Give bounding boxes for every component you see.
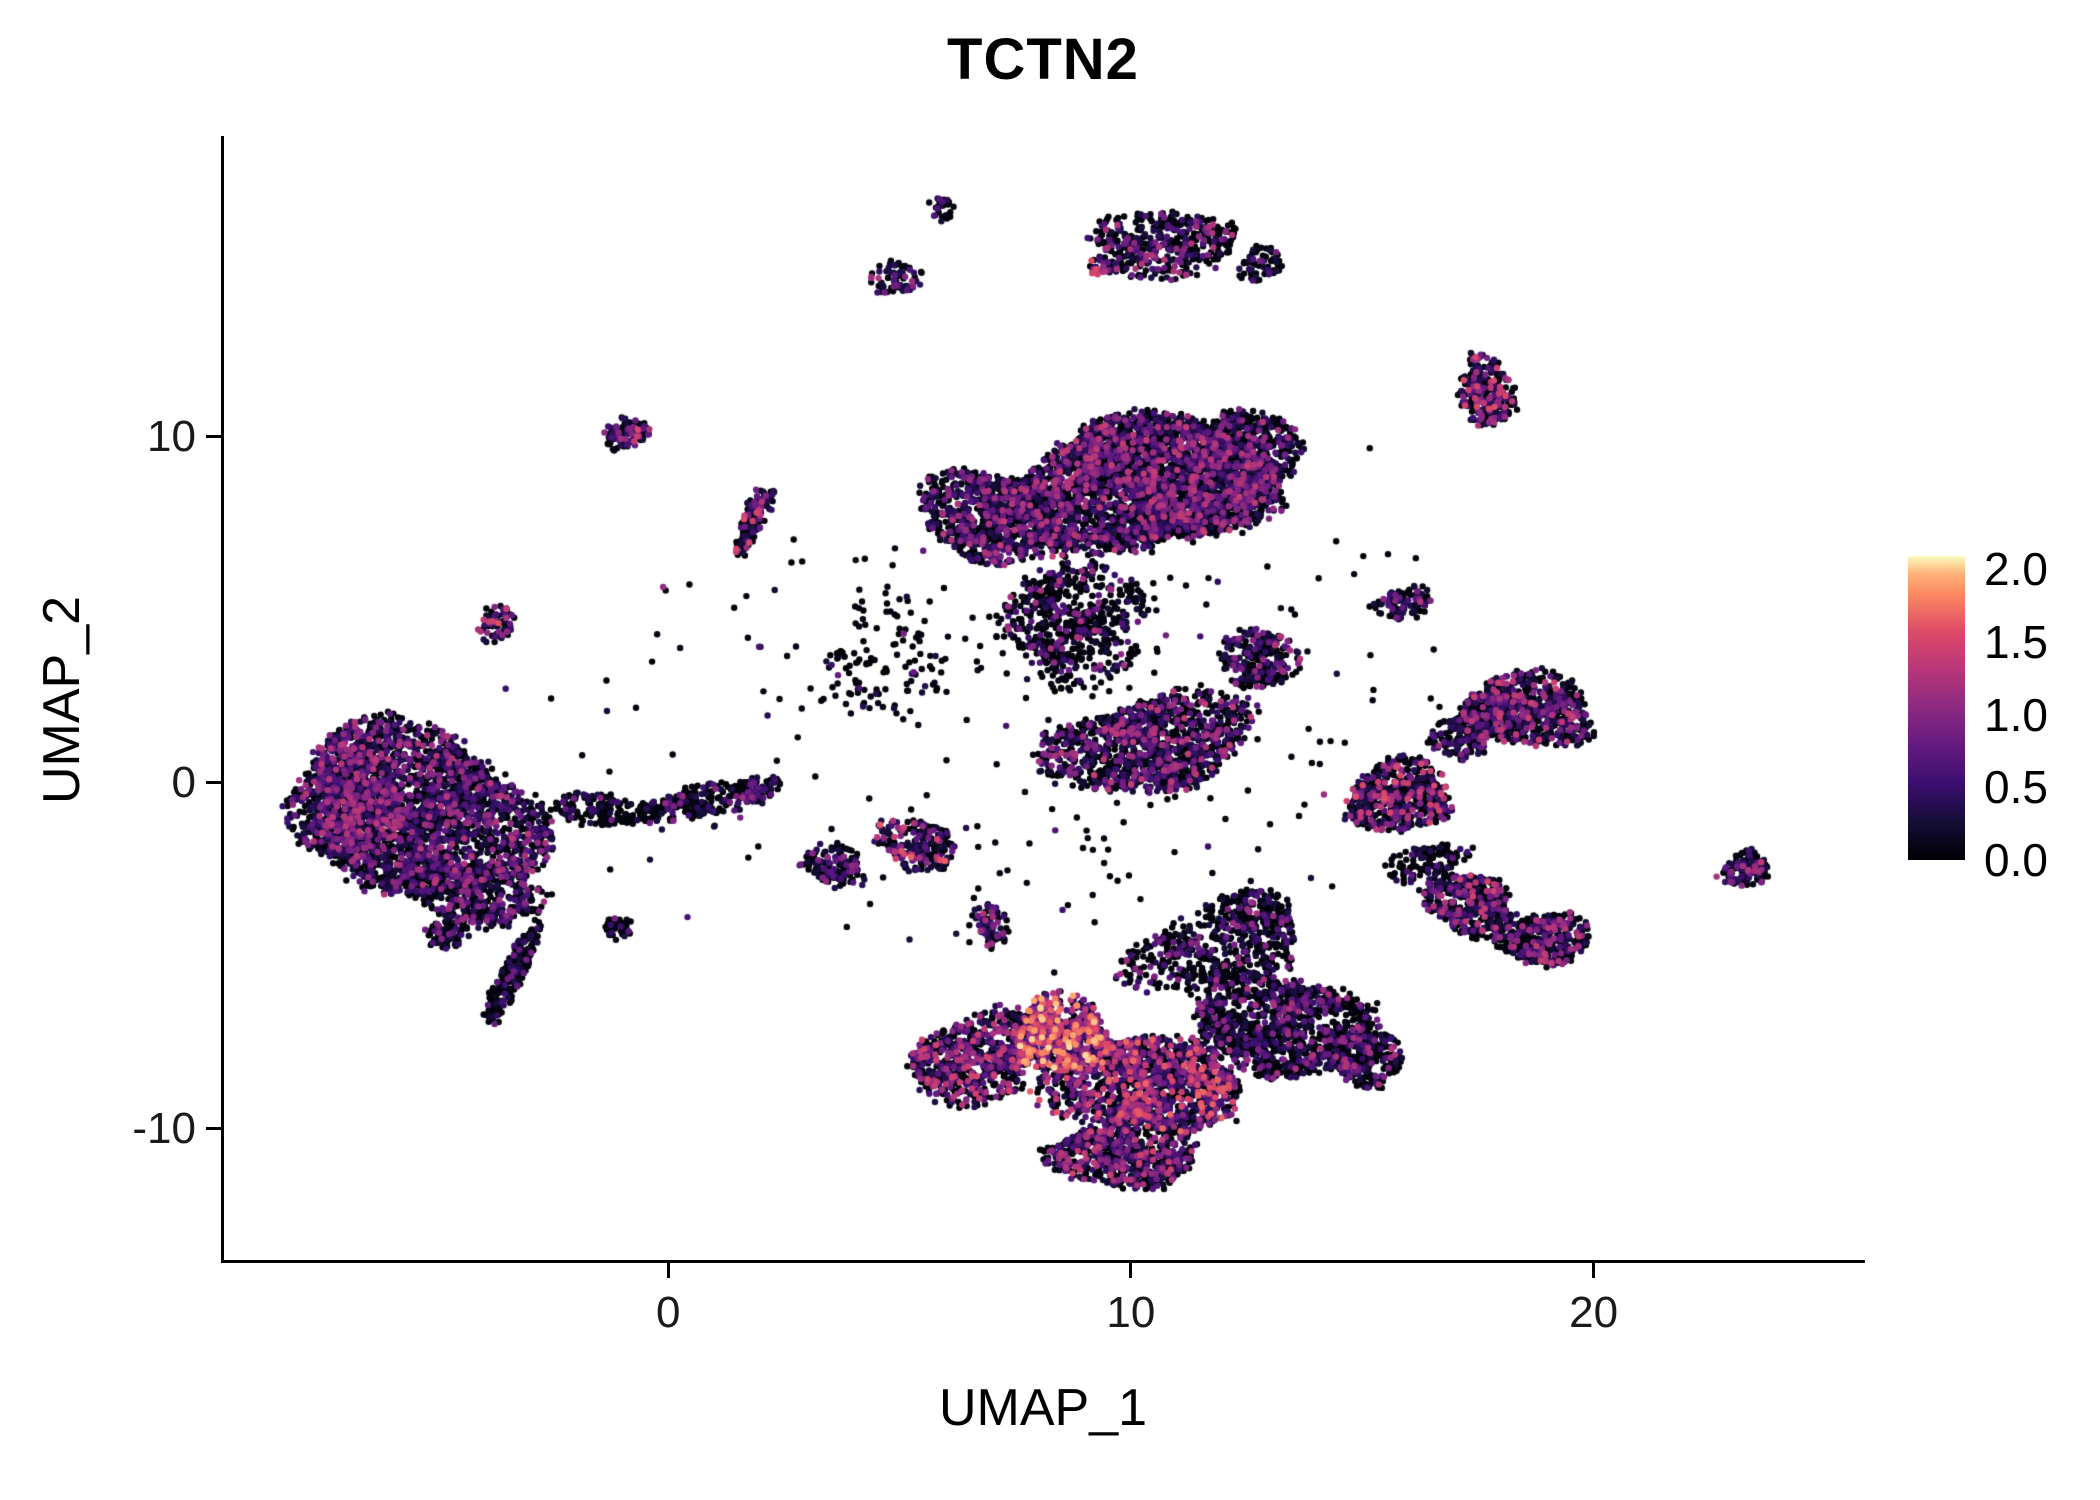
x-axis-line xyxy=(221,1260,1865,1263)
plot-title: TCTN2 xyxy=(947,27,1139,92)
scatter-points-canvas xyxy=(224,136,1862,1260)
x-tick-label: 20 xyxy=(1569,1288,1619,1337)
y-tick-mark xyxy=(206,1127,221,1131)
colorbar-tick-label: 0.0 xyxy=(1984,834,2048,886)
x-tick-label: 0 xyxy=(655,1288,681,1337)
y-tick-mark xyxy=(206,781,221,785)
colorbar-tick-label: 2.0 xyxy=(1984,543,2048,596)
x-tick-mark xyxy=(1592,1263,1596,1278)
y-axis-line xyxy=(221,136,224,1263)
expression-colorbar xyxy=(1908,556,1965,860)
x-axis-title: UMAP_1 xyxy=(938,1379,1148,1437)
colorbar-tick-label: 1.0 xyxy=(1984,688,2048,741)
x-tick-mark xyxy=(1129,1263,1133,1278)
x-tick-label: 10 xyxy=(1106,1288,1156,1337)
y-tick-label: -10 xyxy=(132,1103,196,1153)
y-tick-label: 0 xyxy=(171,757,196,807)
colorbar-tick-label: 1.5 xyxy=(1984,615,2048,668)
y-tick-label: 10 xyxy=(147,411,196,461)
colorbar-tick-label: 0.5 xyxy=(1984,761,2048,814)
x-tick-mark xyxy=(666,1263,670,1278)
y-tick-mark xyxy=(206,435,221,439)
